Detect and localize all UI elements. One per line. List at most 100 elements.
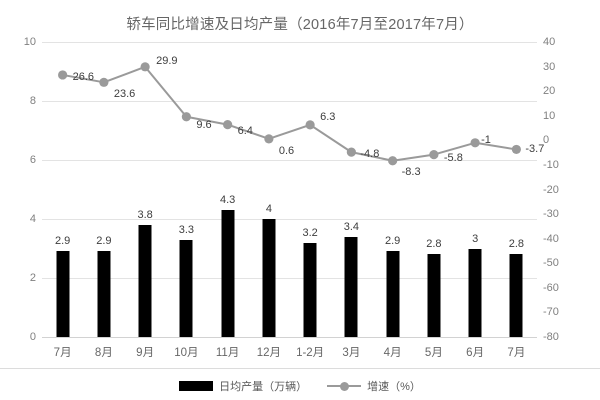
- line-data-label: 26.6: [72, 70, 95, 83]
- y-tick-right: -10: [543, 158, 559, 171]
- bar[interactable]: [138, 224, 152, 337]
- bar-slot: 2.9: [42, 42, 83, 337]
- plot-area: 2.9 2.9 3.8 3.3 4.3 4 3.2 3.4 2.9 2.8 3 2.8 26.6 23.…: [42, 42, 544, 338]
- legend-bar-swatch-icon: [179, 381, 214, 391]
- bar[interactable]: [97, 251, 111, 337]
- line-marker[interactable]: [470, 138, 480, 148]
- line-marker[interactable]: [181, 112, 191, 122]
- bar-slot: 4.3: [207, 42, 248, 337]
- legend-item-production[interactable]: 日均产量（万辆）: [179, 378, 307, 394]
- bar[interactable]: [344, 236, 358, 337]
- line-data-label: 6.3: [320, 110, 336, 123]
- x-axis-label: 5月: [424, 347, 443, 359]
- x-axis-label: 10月: [174, 347, 199, 359]
- bar[interactable]: [221, 210, 235, 337]
- chart-legend: 日均产量（万辆） 增速（%）: [0, 378, 600, 394]
- bar-slot: 2.9: [372, 42, 413, 337]
- x-axis-label: 6月: [466, 347, 485, 359]
- bar-slot: 2.8: [496, 42, 537, 337]
- line-marker[interactable]: [346, 147, 356, 157]
- bar-slot: 2.9: [83, 42, 124, 337]
- bar-slot: 3.2: [290, 42, 331, 337]
- bar-data-label: 2.9: [96, 235, 112, 248]
- bar[interactable]: [427, 254, 441, 337]
- y-tick-right: -40: [543, 232, 559, 245]
- x-axis-label: 7月: [507, 347, 526, 359]
- bar-data-label: 2.8: [426, 238, 442, 251]
- line-marker[interactable]: [140, 62, 150, 72]
- gridline: [42, 101, 537, 102]
- line-data-label: 9.6: [196, 118, 212, 131]
- y-tick-left: 0: [29, 331, 36, 343]
- line-marker[interactable]: [99, 77, 109, 87]
- bar[interactable]: [179, 239, 193, 337]
- axis-separator: [0, 368, 600, 369]
- gridline: [42, 337, 537, 338]
- line-path: [62, 65, 517, 162]
- legend-item-growth[interactable]: 增速（%）: [327, 378, 421, 394]
- y-tick-right: 10: [543, 109, 556, 122]
- legend-line-swatch-icon: [327, 381, 362, 391]
- bar-slot: 4: [248, 42, 289, 337]
- y-axis-left: 10 8 6 4 2 0: [14, 36, 36, 343]
- line-marker[interactable]: [223, 120, 233, 130]
- gridline: [42, 219, 537, 220]
- y-tick-right: 30: [543, 60, 556, 73]
- bar-data-label: 2.9: [384, 235, 401, 248]
- bar-data-label: 4: [265, 203, 272, 215]
- bar-slot: 3.3: [166, 42, 207, 337]
- x-axis-label: 4月: [383, 347, 402, 359]
- line-marker[interactable]: [429, 149, 439, 160]
- line-data-label: 0.6: [278, 144, 295, 157]
- bar-data-label: 3.4: [343, 220, 360, 233]
- y-tick-left: 4: [29, 213, 36, 225]
- line-marker[interactable]: [305, 120, 315, 130]
- x-axis-label: 7月: [53, 347, 72, 359]
- line-marker[interactable]: [58, 70, 68, 80]
- legend-label-production: 日均产量（万辆）: [219, 381, 308, 393]
- bar[interactable]: [468, 248, 482, 337]
- y-tick-right: -60: [543, 281, 559, 294]
- bar-slot: 2.8: [413, 42, 454, 337]
- bar[interactable]: [262, 219, 276, 337]
- legend-label-growth: 增速（%）: [367, 381, 421, 393]
- bar[interactable]: [56, 251, 70, 337]
- x-axis: 7月 8月 9月 10月 11月 12月 1-2月 3月 4月 5月 6月 7月: [42, 339, 537, 367]
- line-data-label: 23.6: [113, 88, 136, 101]
- bar[interactable]: [509, 254, 523, 337]
- x-axis-label: 1-2月: [296, 347, 325, 359]
- bar-slot: 3.8: [125, 42, 166, 337]
- line-marker[interactable]: [388, 156, 398, 166]
- line-data-label: -5.8: [443, 151, 463, 164]
- gridline: [42, 278, 537, 279]
- x-axis-label: 12月: [256, 347, 282, 359]
- x-axis-label: 11月: [215, 347, 240, 359]
- y-axis-right: 40 30 20 10 0 -10 -20 -30 -40 -50 -60 -70 -80: [543, 36, 583, 343]
- x-axis-label: 3月: [342, 347, 361, 359]
- line-marker[interactable]: [511, 144, 521, 155]
- bar[interactable]: [386, 251, 400, 337]
- line-data-label: -1: [481, 133, 491, 146]
- line-data-label: 29.9: [156, 54, 178, 67]
- gridline: [42, 160, 537, 161]
- bar[interactable]: [303, 242, 317, 337]
- gridline: [42, 42, 537, 43]
- bar-data-label: 3: [472, 232, 479, 245]
- line-data-label: -8.3: [401, 165, 421, 178]
- bar-data-label: 2.9: [54, 235, 71, 248]
- x-axis-label: 9月: [136, 347, 155, 359]
- y-tick-right: -20: [543, 183, 559, 196]
- line-data-label: -3.7: [525, 143, 545, 156]
- bar-slot: 3.4: [331, 42, 372, 337]
- line-data-label: 6.4: [237, 124, 253, 137]
- line-marker[interactable]: [264, 134, 274, 144]
- y-tick-right: 40: [543, 36, 556, 48]
- chart-title: 轿车同比增速及日均产量（2016年7月至2017年7月）: [126, 17, 474, 33]
- y-tick-left: 2: [29, 272, 36, 284]
- y-tick-right: 0: [543, 134, 550, 147]
- line-data-label: -4.8: [360, 148, 380, 161]
- y-tick-left: 8: [29, 95, 36, 107]
- bar-data-label: 4.3: [219, 194, 236, 207]
- y-tick-right: 20: [543, 85, 556, 98]
